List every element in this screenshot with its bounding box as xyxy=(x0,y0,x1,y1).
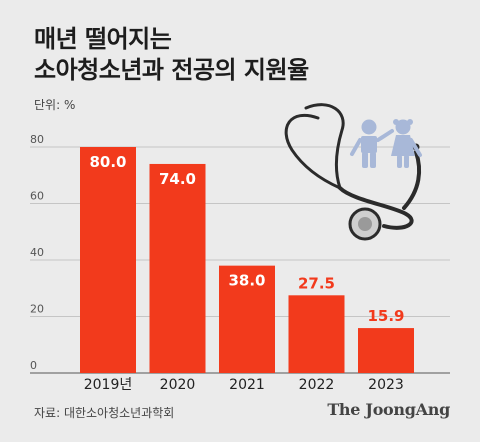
bar xyxy=(358,328,414,373)
brand-logo: The JoongAng xyxy=(327,400,450,419)
x-tick-label: 2021 xyxy=(229,377,265,393)
y-tick-label: 80 xyxy=(30,133,44,146)
y-tick-label: 40 xyxy=(30,246,44,259)
y-tick-label: 20 xyxy=(30,303,44,316)
x-tick-label: 2020 xyxy=(160,377,196,393)
children-icon xyxy=(350,119,422,168)
source-label: 자료: 대한소아청소년과학회 xyxy=(34,406,175,420)
value-label: 27.5 xyxy=(298,274,335,292)
value-label: 80.0 xyxy=(89,153,126,171)
x-tick-label: 2023 xyxy=(368,377,404,393)
value-label: 38.0 xyxy=(228,272,265,290)
bar xyxy=(288,295,345,373)
y-axis-ticks: 0 20 40 60 80 xyxy=(30,133,44,372)
value-labels: 80.0 74.0 38.0 27.5 15.9 xyxy=(89,153,404,325)
y-tick-label: 0 xyxy=(30,359,37,372)
bar xyxy=(80,147,136,373)
bar xyxy=(149,163,206,373)
y-tick-label: 60 xyxy=(30,190,44,203)
value-label: 15.9 xyxy=(367,307,404,325)
illustration xyxy=(284,103,422,241)
x-tick-label: 2022 xyxy=(299,377,335,393)
unit-label: 단위: % xyxy=(34,98,76,112)
title-line-2: 소아청소년과 전공의 지원율 xyxy=(34,56,309,84)
title-line-1: 매년 떨어지는 xyxy=(34,25,172,53)
bars xyxy=(80,147,414,373)
chart-title: 매년 떨어지는 소아청소년과 전공의 지원율 xyxy=(34,24,309,86)
x-axis-labels: 2019년 2020 2021 2022 2023 xyxy=(84,377,404,393)
bar xyxy=(219,265,275,373)
value-label: 74.0 xyxy=(159,170,196,188)
stethoscope-icon xyxy=(284,103,422,241)
x-tick-label: 2019년 xyxy=(84,377,133,393)
